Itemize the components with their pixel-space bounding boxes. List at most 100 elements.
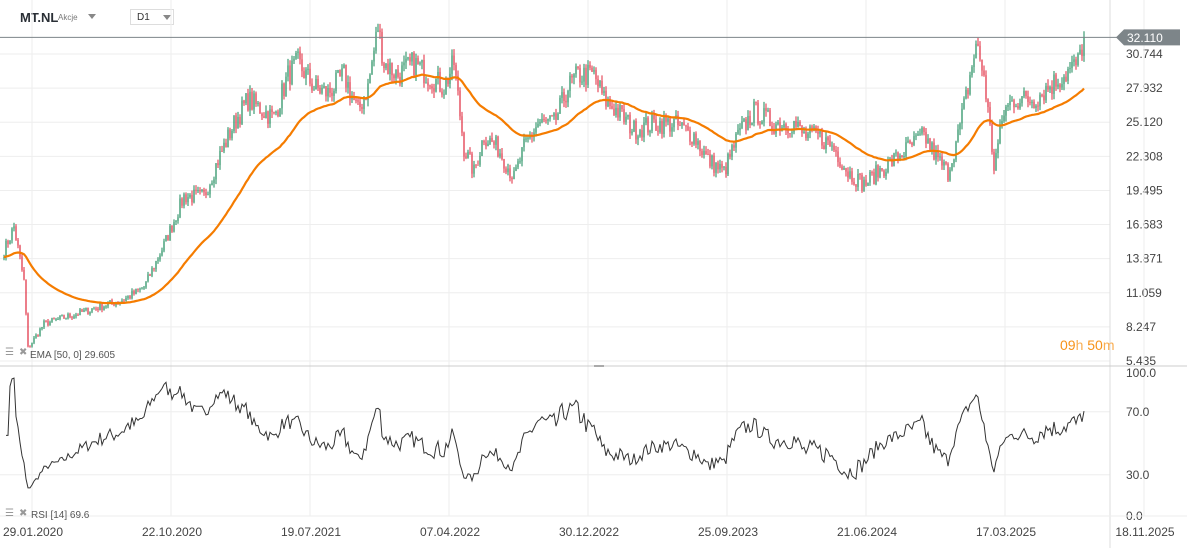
candle-body bbox=[793, 120, 795, 133]
candle-body bbox=[1039, 94, 1041, 107]
candle-body bbox=[777, 122, 779, 125]
candle-body bbox=[371, 61, 373, 75]
candle-body bbox=[463, 132, 465, 157]
timeframe-select[interactable]: D1 bbox=[130, 9, 174, 25]
candle-body bbox=[389, 62, 391, 74]
candle-body bbox=[645, 117, 647, 123]
candle-body bbox=[703, 150, 705, 156]
candle-body bbox=[13, 226, 15, 229]
candle-body bbox=[913, 136, 915, 145]
candle-body bbox=[41, 327, 43, 329]
price-tick-label: 27.932 bbox=[1126, 81, 1163, 95]
price-tick-label: 16.683 bbox=[1126, 218, 1163, 232]
candle-body bbox=[485, 142, 487, 147]
candle-body bbox=[281, 83, 283, 109]
candle-body bbox=[183, 194, 185, 206]
candle-body bbox=[719, 163, 721, 170]
candle-body bbox=[879, 168, 881, 178]
candle-body bbox=[167, 235, 169, 241]
candle-body bbox=[101, 303, 103, 310]
candle-body bbox=[895, 152, 897, 154]
symbol-label[interactable]: MT.NL bbox=[20, 10, 59, 25]
candle-body bbox=[507, 168, 509, 173]
candle-countdown-timer: 09h 50m bbox=[1060, 337, 1115, 353]
candle-body bbox=[177, 217, 179, 221]
candle-body bbox=[753, 101, 755, 123]
candle-body bbox=[137, 288, 139, 290]
candle-body bbox=[305, 69, 307, 79]
candle-body bbox=[329, 88, 331, 93]
candle-body bbox=[867, 182, 869, 186]
candle-body bbox=[615, 107, 617, 116]
candle-body bbox=[663, 117, 665, 134]
date-tick-label: 07.04.2022 bbox=[420, 525, 480, 539]
candle-body bbox=[217, 163, 219, 166]
candle-body bbox=[245, 93, 247, 104]
candle-body bbox=[255, 93, 257, 105]
chart-header: MT.NL Akcje D1 bbox=[0, 0, 1187, 36]
candle-body bbox=[301, 59, 303, 72]
candle-body bbox=[929, 138, 931, 150]
candle-body bbox=[941, 156, 943, 166]
candle-body bbox=[163, 241, 165, 251]
candle-body bbox=[875, 165, 877, 185]
candle-body bbox=[525, 138, 527, 140]
candle-body bbox=[797, 122, 799, 127]
candle-body bbox=[639, 130, 641, 137]
candle-body bbox=[51, 318, 53, 322]
candle-body bbox=[779, 122, 781, 132]
candle-body bbox=[835, 150, 837, 152]
candle-body bbox=[1057, 84, 1059, 87]
candle-body bbox=[175, 220, 177, 223]
candle-body bbox=[327, 88, 329, 97]
rsi-settings-icon[interactable]: ☰ bbox=[5, 508, 14, 519]
candle-body bbox=[77, 314, 79, 316]
ema-remove-icon[interactable]: ✖ bbox=[19, 347, 28, 358]
candle-body bbox=[25, 279, 27, 314]
candle-body bbox=[339, 70, 341, 77]
candle-body bbox=[249, 91, 251, 111]
candle-body bbox=[185, 194, 187, 203]
candle-body bbox=[695, 133, 697, 145]
candle-body bbox=[1073, 59, 1075, 62]
candle-body bbox=[805, 131, 807, 139]
candle-body bbox=[49, 321, 51, 326]
candle-body bbox=[581, 81, 583, 83]
candle-body bbox=[671, 127, 673, 132]
rsi-tick-label: 70.0 bbox=[1126, 405, 1150, 419]
candle-body bbox=[193, 189, 195, 203]
candle-body bbox=[759, 123, 761, 125]
candle-body bbox=[943, 161, 945, 166]
candle-body bbox=[239, 116, 241, 125]
candle-body bbox=[991, 124, 993, 152]
price-tick-label: 13.871 bbox=[1126, 252, 1163, 266]
rsi-remove-icon[interactable]: ✖ bbox=[19, 508, 28, 519]
candle-body bbox=[987, 99, 989, 108]
candle-body bbox=[761, 121, 763, 125]
candle-body bbox=[97, 308, 99, 311]
candle-body bbox=[313, 89, 315, 91]
candle-body bbox=[145, 281, 147, 288]
candle-body bbox=[383, 63, 385, 69]
candle-body bbox=[121, 300, 123, 302]
symbol-dropdown-chevron-icon[interactable] bbox=[88, 14, 96, 19]
candle-body bbox=[769, 110, 771, 127]
candle-body bbox=[113, 303, 115, 306]
timeframe-value: D1 bbox=[137, 12, 150, 23]
candle-body bbox=[71, 317, 73, 319]
candle-body bbox=[9, 240, 11, 245]
candle-body bbox=[307, 68, 309, 70]
candle-body bbox=[127, 296, 129, 299]
ema-settings-icon[interactable]: ☰ bbox=[5, 347, 14, 358]
candle-body bbox=[345, 64, 347, 88]
candle-body bbox=[471, 153, 473, 174]
candle-body bbox=[687, 126, 689, 131]
candle-body bbox=[205, 192, 207, 195]
candle-body bbox=[647, 117, 649, 133]
candle-body bbox=[275, 111, 277, 113]
candle-body bbox=[35, 334, 37, 338]
candle-body bbox=[31, 342, 33, 347]
candle-body bbox=[825, 137, 827, 150]
candle-body bbox=[607, 98, 609, 107]
